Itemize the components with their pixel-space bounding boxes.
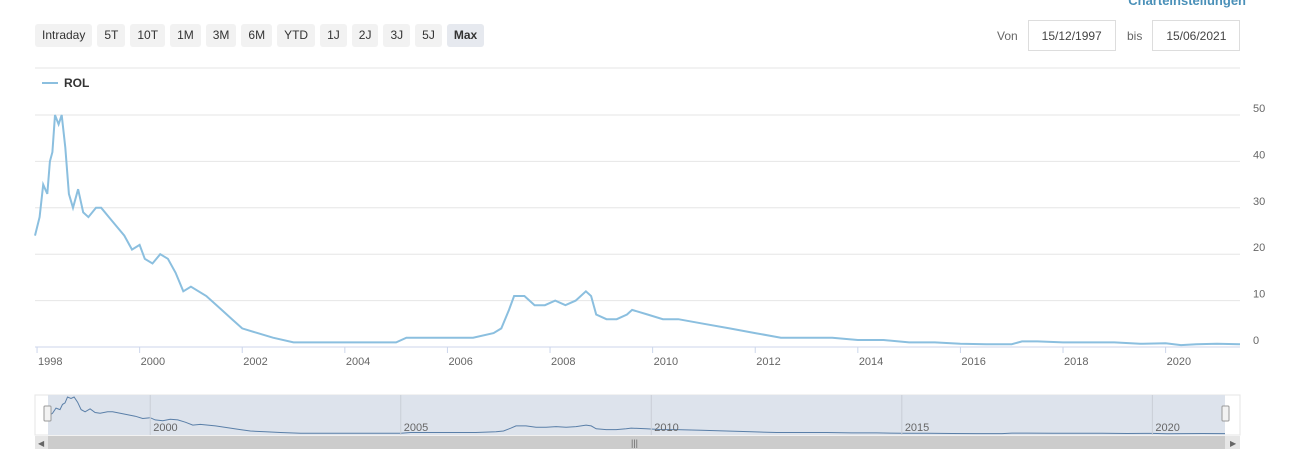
- navigator-year-label: 2010: [654, 422, 678, 434]
- from-date-label: Von: [997, 28, 1018, 43]
- y-axis-labels: 0 10 20 30 40 50: [1253, 103, 1265, 347]
- x-tick-label: 2002: [243, 356, 267, 368]
- scrollbar-grip-icon[interactable]: |||: [631, 438, 638, 448]
- scroll-left-icon[interactable]: ◀: [38, 439, 45, 448]
- navigator-right-handle[interactable]: [1221, 405, 1230, 422]
- navigator-selection[interactable]: [48, 395, 1225, 435]
- to-date-input[interactable]: 15/06/2021: [1152, 20, 1241, 51]
- range-button-3j[interactable]: 3J: [383, 24, 411, 47]
- scroll-right-icon[interactable]: ▶: [1230, 439, 1237, 448]
- x-axis-labels: 1998 2000 2002 2004 2006 2008 2010 2012 2014 2016…: [36, 347, 1191, 368]
- range-button-10t[interactable]: 10T: [130, 24, 166, 47]
- range-button-1m[interactable]: 1M: [170, 24, 201, 47]
- x-tick-label: 2006: [448, 356, 472, 368]
- y-tick-label: 0: [1253, 335, 1259, 347]
- navigator-year-label: 2015: [905, 422, 929, 434]
- navigator[interactable]: 2000 2005 2010 2015 2020 ◀ ▶ |||: [34, 394, 1241, 449]
- navigator-year-labels: 2000 2005 2010 2015 2020: [149, 395, 1180, 435]
- range-button-1j[interactable]: 1J: [320, 24, 347, 47]
- navigator-year-label: 2000: [153, 422, 177, 434]
- chart-settings-link[interactable]: Charteinstellungen: [1128, 0, 1246, 8]
- navigator-year-label: 2020: [1155, 422, 1179, 434]
- y-tick-label: 50: [1253, 103, 1265, 115]
- range-button-ytd[interactable]: YTD: [277, 24, 316, 47]
- y-tick-label: 40: [1253, 149, 1265, 161]
- to-date-group: bis 15/06/2021: [1127, 20, 1241, 51]
- x-tick-label: 2008: [551, 356, 575, 368]
- x-tick-label: 2004: [346, 356, 370, 368]
- y-tick-label: 20: [1253, 242, 1265, 254]
- to-date-label: bis: [1127, 28, 1143, 43]
- navigator-series-line: [47, 396, 1226, 435]
- from-date-group: Von 15/12/1997: [997, 20, 1116, 51]
- range-button-5t[interactable]: 5T: [97, 24, 126, 47]
- x-tick-label: 1998: [38, 356, 62, 368]
- x-tick-label: 2016: [961, 356, 985, 368]
- x-tick-label: 2000: [141, 356, 165, 368]
- x-tick-label: 2020: [1167, 356, 1191, 368]
- from-date-input[interactable]: 15/12/1997: [1027, 20, 1116, 51]
- legend: ROL: [42, 76, 89, 90]
- range-button-group: Intraday 5T 10T 1M 3M 6M YTD 1J 2J 3J 5J…: [35, 24, 485, 47]
- series-line-rol: [34, 114, 1241, 347]
- x-tick-label: 2018: [1064, 356, 1088, 368]
- x-tick-label: 2012: [756, 356, 780, 368]
- legend-label[interactable]: ROL: [64, 76, 89, 90]
- range-button-max[interactable]: Max: [446, 24, 485, 47]
- scrollbar-thumb[interactable]: [48, 436, 1225, 449]
- range-button-6m[interactable]: 6M: [241, 24, 273, 47]
- range-button-5j[interactable]: 5J: [415, 24, 442, 47]
- x-tick-label: 2010: [654, 356, 678, 368]
- range-button-2j[interactable]: 2J: [351, 24, 379, 47]
- gridlines: [35, 67, 1240, 348]
- navigator-left-handle[interactable]: [43, 405, 52, 422]
- x-tick-label: 2014: [859, 356, 883, 368]
- range-button-intraday[interactable]: Intraday: [35, 24, 93, 47]
- navigator-year-label: 2005: [404, 422, 428, 434]
- y-tick-label: 30: [1253, 196, 1265, 208]
- range-button-3m[interactable]: 3M: [205, 24, 237, 47]
- y-tick-label: 10: [1253, 289, 1265, 301]
